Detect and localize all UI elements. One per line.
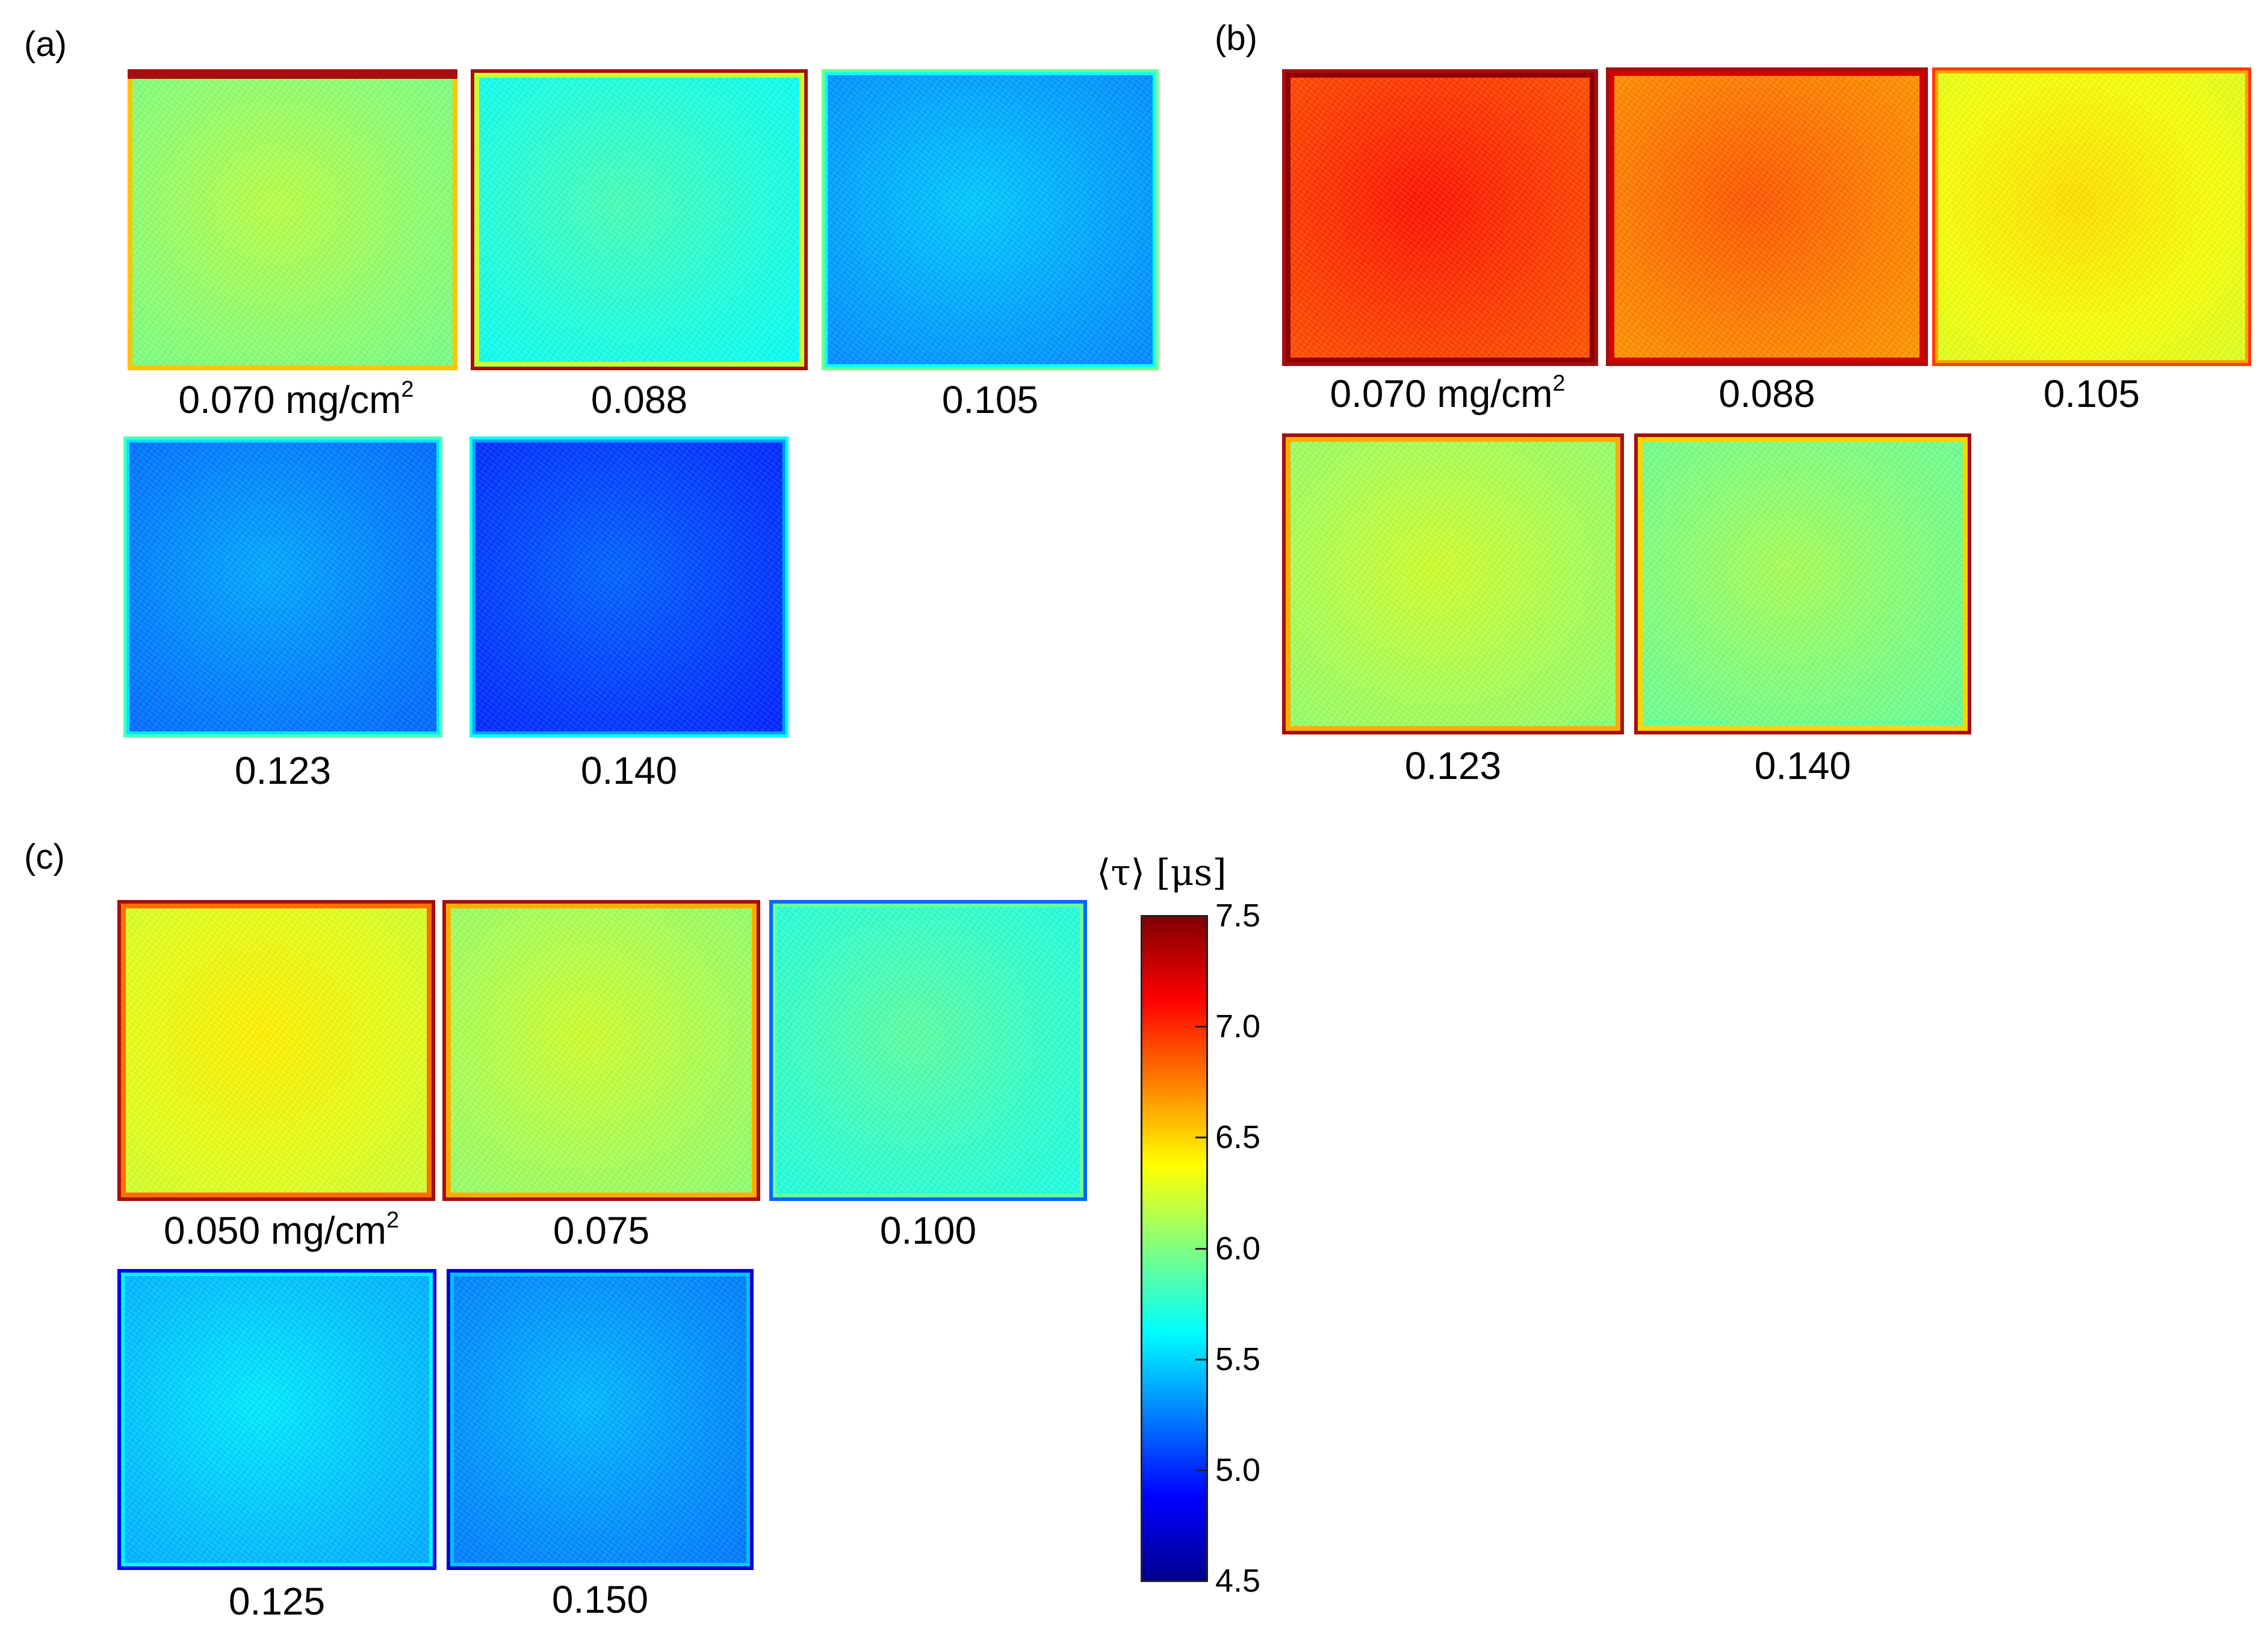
panel-label-a: (a)	[24, 25, 67, 64]
colorbar-tick	[1195, 1358, 1206, 1361]
tile-edge	[471, 69, 808, 370]
colorbar-tick	[1195, 915, 1206, 917]
tile-b-3	[1282, 433, 1624, 734]
tile-a-3	[123, 436, 442, 737]
tile-texture	[1932, 67, 2251, 366]
tile-b-2	[1932, 67, 2251, 366]
tile-edge	[769, 900, 1087, 1201]
tile-edge	[1634, 433, 1971, 734]
tile-fill	[123, 436, 442, 737]
tile-fill	[1634, 433, 1971, 734]
tile-label-a-3: 0.123	[234, 749, 332, 792]
tile-label-b-2: 0.105	[2043, 372, 2140, 415]
tile-label-c-1: 0.075	[553, 1209, 650, 1252]
colorbar-tick	[1195, 1469, 1206, 1471]
colorbar-tick-label: 6.0	[1215, 1230, 1261, 1267]
tile-texture	[1282, 433, 1624, 734]
tile-fill	[1932, 67, 2251, 366]
tile-edge	[117, 1269, 436, 1570]
tile-fill	[1282, 69, 1598, 366]
colorbar-tick	[1195, 1026, 1206, 1028]
tile-texture	[822, 69, 1159, 370]
tile-c-3	[117, 1269, 436, 1570]
tile-edge	[1606, 67, 1928, 366]
tile-texture	[1634, 433, 1971, 734]
tile-edge	[822, 69, 1159, 370]
tile-label-a-4: 0.140	[580, 749, 678, 792]
tile-c-1	[442, 900, 760, 1201]
colorbar-tick-label: 7.5	[1215, 898, 1261, 934]
tile-label-c-4: 0.150	[551, 1578, 649, 1621]
tile-fill	[117, 1269, 436, 1570]
tile-label-b-3: 0.123	[1404, 744, 1502, 787]
tile-fill	[117, 900, 435, 1201]
colorbar-tick-label: 5.5	[1215, 1341, 1261, 1377]
tile-texture	[1606, 67, 1928, 366]
tile-edge	[1282, 433, 1624, 734]
tile-a-1	[471, 69, 808, 370]
tile-c-4	[447, 1269, 754, 1570]
tile-label-b-4: 0.140	[1754, 744, 1851, 787]
tile-texture	[128, 69, 457, 370]
tile-edge	[123, 436, 442, 737]
tile-texture	[471, 69, 808, 370]
tile-edge	[117, 900, 435, 1201]
tile-fill	[822, 69, 1159, 370]
tile-b-4	[1634, 433, 1971, 734]
tile-a-4	[469, 436, 789, 737]
tile-label-c-0: 0.050 mg/cm2	[163, 1208, 400, 1252]
colorbar-tick-label: 4.5	[1215, 1563, 1261, 1599]
tile-label-b-0: 0.070 mg/cm2	[1330, 371, 1566, 415]
tile-edge	[469, 436, 789, 737]
tile-fill	[769, 900, 1087, 1201]
tile-texture	[442, 900, 760, 1201]
tile-texture	[447, 1269, 754, 1570]
tile-edge	[1282, 69, 1598, 366]
tile-fill	[442, 900, 760, 1201]
tile-texture	[117, 1269, 436, 1570]
tile-a-0	[128, 69, 457, 370]
tile-texture	[1282, 69, 1598, 366]
colorbar-tick	[1195, 1137, 1206, 1139]
tile-fill	[447, 1269, 754, 1570]
tile-texture	[123, 436, 442, 737]
tile-edge	[1932, 67, 2251, 366]
panel-label-b: (b)	[1215, 19, 1257, 58]
tile-fill	[128, 69, 457, 370]
colorbar-tick	[1195, 1580, 1206, 1582]
tile-label-a-0: 0.070 mg/cm2	[178, 377, 414, 421]
panel-label-c: (c)	[24, 837, 65, 877]
colorbar-title: ⟨τ⟩ [μs]	[1097, 852, 1227, 894]
tile-fill	[469, 436, 789, 737]
tile-label-c-3: 0.125	[228, 1580, 326, 1623]
tile-texture	[769, 900, 1087, 1201]
colorbar-tick-label: 6.5	[1215, 1119, 1261, 1156]
tile-texture	[469, 436, 789, 737]
tile-edge	[442, 900, 760, 1201]
tile-fill	[1282, 433, 1624, 734]
tile-b-0	[1282, 69, 1598, 366]
tile-texture	[117, 900, 435, 1201]
tile-label-c-2: 0.100	[879, 1209, 977, 1252]
tile-a-2	[822, 69, 1159, 370]
tile-c-0	[117, 900, 435, 1201]
tile-edge	[447, 1269, 754, 1570]
tile-label-a-1: 0.088	[590, 378, 688, 421]
tile-b-1	[1606, 67, 1928, 366]
tile-fill	[471, 69, 808, 370]
tile-label-b-1: 0.088	[1718, 372, 1815, 415]
tile-edge	[128, 69, 457, 370]
tile-c-2	[769, 900, 1087, 1201]
tile-label-a-2: 0.105	[941, 378, 1039, 421]
colorbar-tick-label: 5.0	[1215, 1451, 1261, 1488]
colorbar-tick	[1195, 1247, 1206, 1250]
colorbar-tick-label: 7.0	[1215, 1008, 1261, 1045]
tile-fill	[1606, 67, 1928, 366]
